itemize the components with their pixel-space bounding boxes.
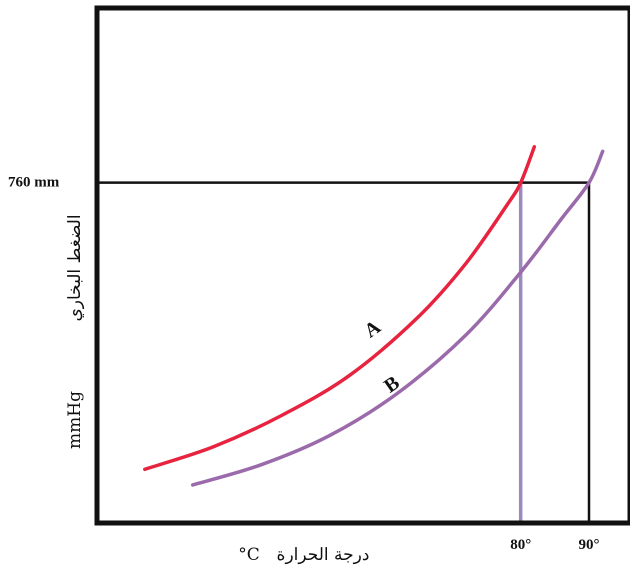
x-axis-label-arabic: درجة الحرارة <box>277 545 370 565</box>
series-label-b: B <box>380 372 404 398</box>
curves <box>143 145 605 487</box>
x-tick-label-90: 90° <box>579 537 600 553</box>
x-tick-label-80: 80° <box>510 537 531 553</box>
y-axis-label-arabic: الضغط البخاري <box>65 214 85 321</box>
plot-frame <box>94 5 630 526</box>
y-tick-label-760: 760 mm <box>8 175 60 191</box>
y-axis-label-unit: mmHg <box>65 391 85 449</box>
series-label-a: A <box>360 316 385 343</box>
series-line-a <box>143 145 537 472</box>
series-line-b <box>190 149 605 487</box>
y-axis-label: mmHg الضغط البخاري <box>65 214 85 449</box>
reference-lines <box>97 181 591 523</box>
x-axis-label: °C درجة الحرارة <box>238 545 369 565</box>
x-axis-label-unit: °C <box>238 545 260 565</box>
